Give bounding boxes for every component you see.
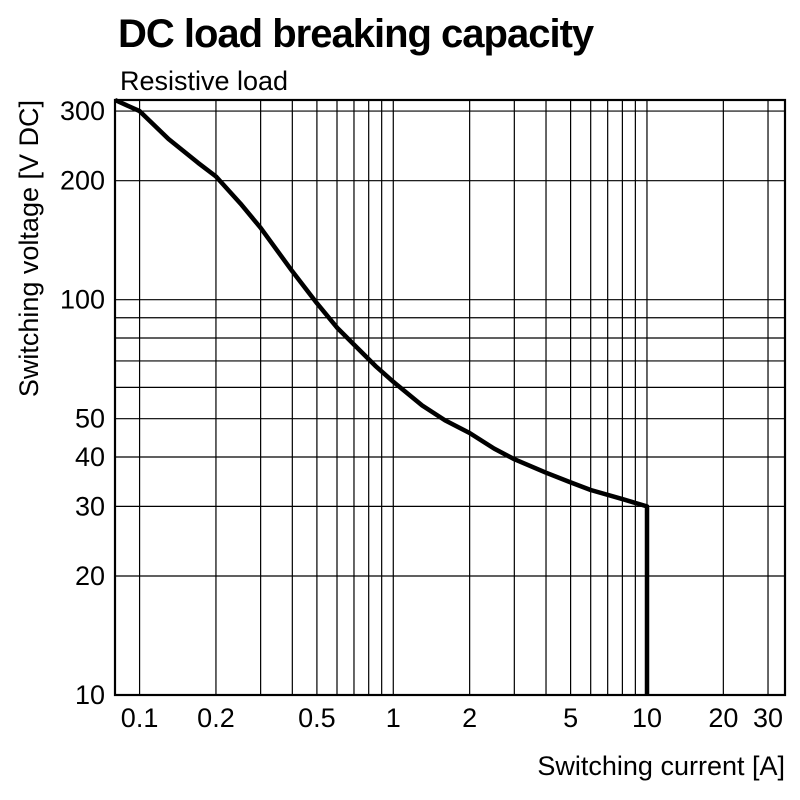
y-axis-label: Switching voltage [V DC] — [14, 100, 44, 397]
x-tick-label: 30 — [753, 703, 783, 733]
y-tick-label: 50 — [75, 404, 105, 434]
plot-border — [113, 98, 787, 697]
y-tick-label: 20 — [75, 561, 105, 591]
x-tick-label: 20 — [708, 703, 738, 733]
x-tick-label: 2 — [462, 703, 477, 733]
x-tick-label: 0.1 — [121, 703, 159, 733]
x-tick-label: 0.5 — [298, 703, 336, 733]
x-tick-label: 5 — [563, 703, 578, 733]
x-axis-label: Switching current [A] — [537, 751, 785, 781]
series-curve-resistive-load — [114, 97, 650, 695]
y-tick-label: 100 — [60, 285, 105, 315]
y-tick-label: 300 — [60, 96, 105, 126]
chart-subtitle: Resistive load — [120, 66, 289, 96]
y-tick-label: 200 — [60, 166, 105, 196]
y-tick-label: 10 — [75, 680, 105, 710]
x-tick-label: 1 — [386, 703, 401, 733]
chart-title: DC load breaking capacity — [118, 12, 594, 56]
y-tick-label: 40 — [75, 442, 105, 472]
x-tick-label: 0.2 — [197, 703, 235, 733]
y-tick-label: 30 — [75, 491, 105, 521]
x-tick-label: 10 — [632, 703, 662, 733]
